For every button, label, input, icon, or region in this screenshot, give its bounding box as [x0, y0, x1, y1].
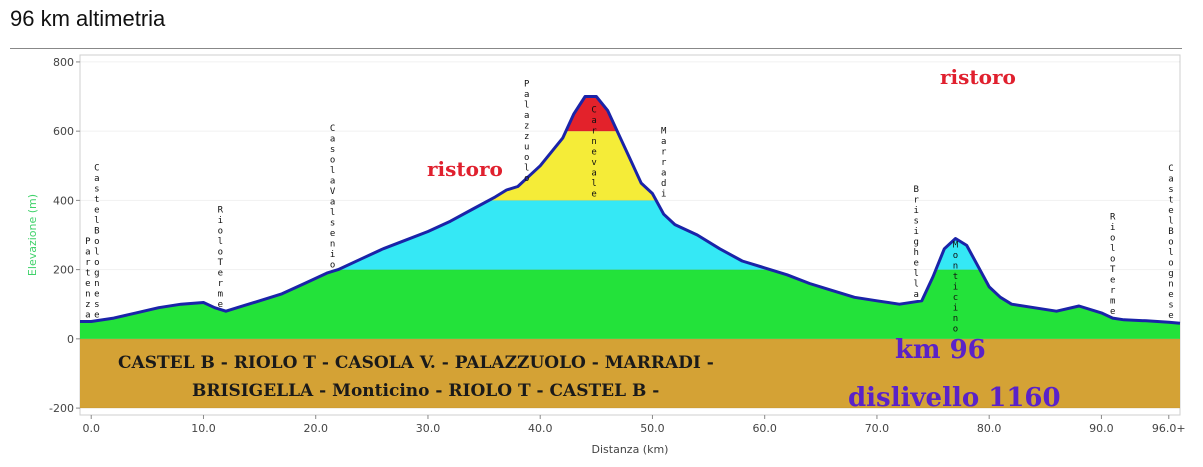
x-tick-label-10: 96.0+	[1152, 422, 1186, 435]
y-tick-label-3: 200	[53, 264, 74, 277]
x-tick-label-2: 20.0	[303, 422, 328, 435]
x-axis-label: Distanza (km)	[592, 443, 669, 456]
x-tick-label-6: 60.0	[752, 422, 777, 435]
elevation-line	[80, 95, 1181, 325]
x-tick-label-5: 50.0	[640, 422, 665, 435]
route-line-1: CASTEL B - RIOLO T - CASOLA V. - PALAZZU…	[118, 353, 714, 373]
x-tick-label-7: 70.0	[865, 422, 890, 435]
y-tick-label-2: 400	[53, 194, 74, 207]
y-tick-label-1: 600	[53, 125, 74, 138]
distance-annotation: km 96	[895, 335, 986, 365]
y-tick-label-4: 0	[67, 333, 74, 346]
y-axis-label: Elevazione (m)	[26, 194, 39, 276]
x-tick-label-9: 90.0	[1089, 422, 1114, 435]
y-tick-label-5: -200	[49, 402, 74, 415]
climb-annotation: dislivello 1160	[848, 383, 1061, 413]
x-tick-label-0: 0.0	[82, 422, 100, 435]
x-tick-label-8: 80.0	[977, 422, 1002, 435]
elevation-band-0	[80, 338, 1180, 409]
x-tick-label-4: 40.0	[528, 422, 553, 435]
y-tick-label-0: 800	[53, 56, 74, 69]
route-line-2: BRISIGELLA - Monticino - RIOLO T - CASTE…	[192, 381, 659, 401]
ristoro-annotation-1: ristoro	[427, 157, 503, 181]
title-divider	[10, 48, 1182, 49]
x-tick-label-3: 30.0	[416, 422, 441, 435]
page-title: 96 km altimetria	[10, 6, 166, 31]
x-tick-label-1: 10.0	[191, 422, 216, 435]
ristoro-annotation-2: ristoro	[940, 65, 1016, 89]
